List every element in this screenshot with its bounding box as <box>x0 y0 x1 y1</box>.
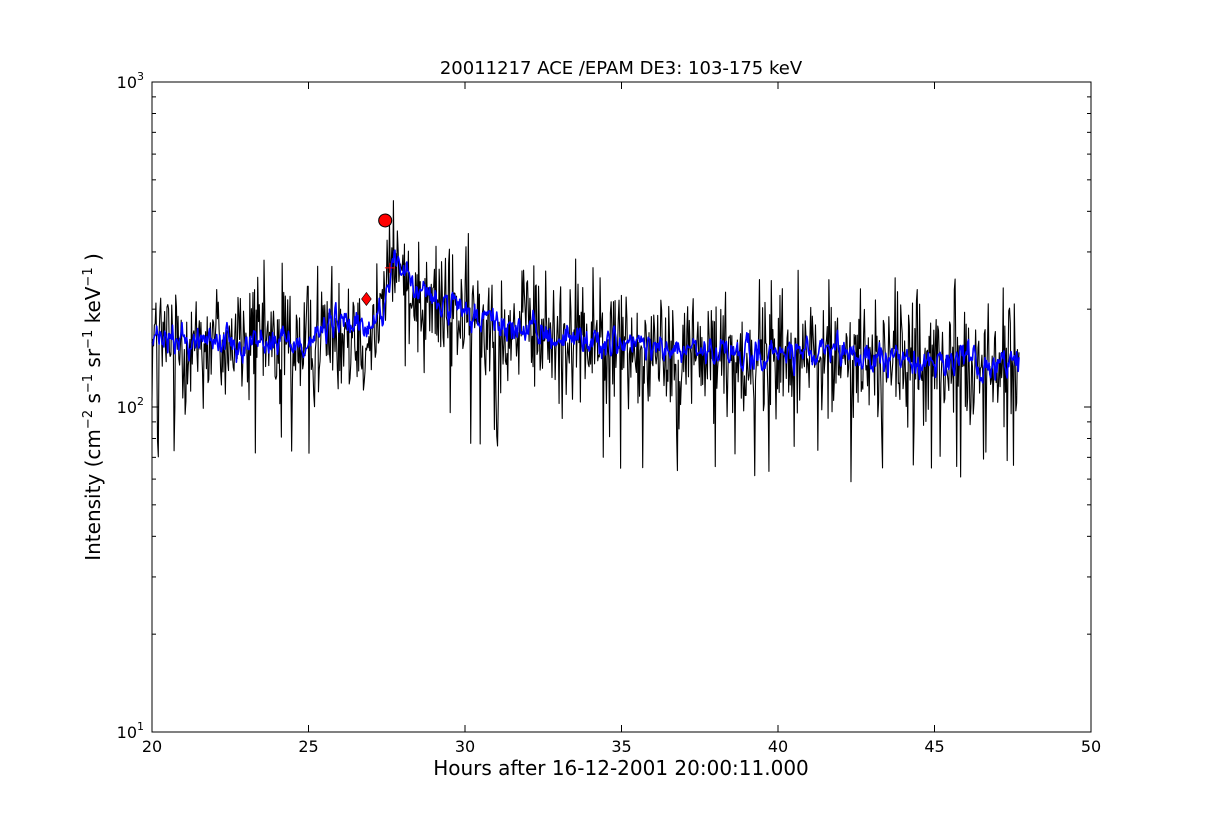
y-label-s: s <box>81 393 105 410</box>
y-label-exp-kev: −1 <box>81 267 96 286</box>
x-axis-label: Hours after 16-12-2001 20:00:11.000 <box>433 756 809 780</box>
y-tick-base: 10 <box>117 723 137 742</box>
plus-marker <box>384 262 395 273</box>
y-label-prefix: Intensity (cm <box>81 429 105 561</box>
y-tick-base: 10 <box>117 73 137 92</box>
peak-circle-marker <box>378 213 393 228</box>
y-tick-label: 103 <box>117 70 144 92</box>
x-tick-label: 30 <box>455 737 475 756</box>
marker-layer <box>361 213 395 306</box>
y-tick-exp: 2 <box>137 395 144 408</box>
x-tick-label: 40 <box>768 737 788 756</box>
y-label-exp-cm: −2 <box>81 410 96 429</box>
y-axis-label: Intensity (cm−2 s−1 sr−1 keV−1 ) <box>81 253 105 561</box>
y-tick-label: 102 <box>117 395 144 417</box>
x-tick-label: 20 <box>142 737 162 756</box>
y-tick-base: 10 <box>117 398 137 417</box>
y-label-kev: keV <box>81 286 105 330</box>
y-label-exp-sr: −1 <box>81 330 96 349</box>
series-layer <box>151 200 1020 483</box>
y-label-suffix: ) <box>81 253 105 267</box>
y-label-exp-s: −1 <box>81 374 96 393</box>
x-tick-label: 25 <box>298 737 318 756</box>
x-tick-label: 35 <box>611 737 631 756</box>
series-line-smoothed <box>151 249 1020 384</box>
y-tick-label: 101 <box>117 720 144 742</box>
y-label-sr: sr <box>81 348 105 374</box>
x-tick-label: 45 <box>924 737 944 756</box>
y-tick-exp: 3 <box>137 70 144 83</box>
y-tick-exp: 1 <box>137 720 144 733</box>
series-line-raw <box>151 200 1020 483</box>
x-tick-label: 50 <box>1081 737 1101 756</box>
onset-diamond-marker <box>361 291 372 306</box>
chart-title: 20011217 ACE /EPAM DE3: 103-175 keV <box>440 58 803 79</box>
